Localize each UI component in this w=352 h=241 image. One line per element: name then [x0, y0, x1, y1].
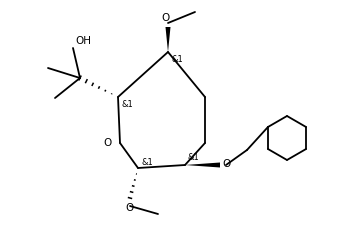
Text: OH: OH	[75, 36, 91, 46]
Text: &1: &1	[141, 158, 153, 167]
Polygon shape	[185, 162, 220, 167]
Text: O: O	[222, 159, 230, 169]
Text: &1: &1	[187, 153, 199, 162]
Text: &1: &1	[121, 100, 133, 109]
Text: O: O	[104, 138, 112, 148]
Text: O: O	[162, 13, 170, 23]
Text: O: O	[125, 203, 133, 213]
Polygon shape	[165, 27, 170, 52]
Text: &1: &1	[171, 55, 183, 64]
